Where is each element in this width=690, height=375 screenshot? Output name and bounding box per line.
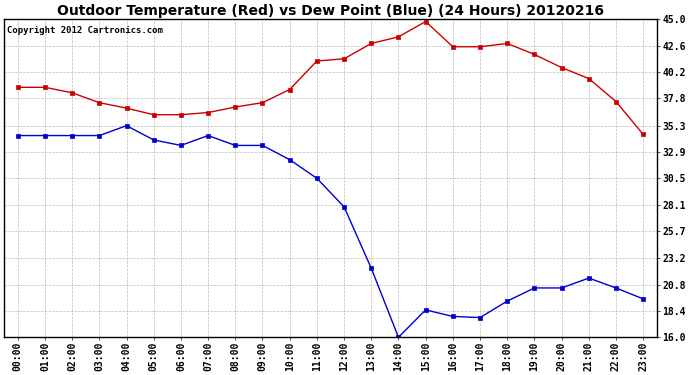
Text: Copyright 2012 Cartronics.com: Copyright 2012 Cartronics.com — [8, 26, 164, 35]
Title: Outdoor Temperature (Red) vs Dew Point (Blue) (24 Hours) 20120216: Outdoor Temperature (Red) vs Dew Point (… — [57, 4, 604, 18]
